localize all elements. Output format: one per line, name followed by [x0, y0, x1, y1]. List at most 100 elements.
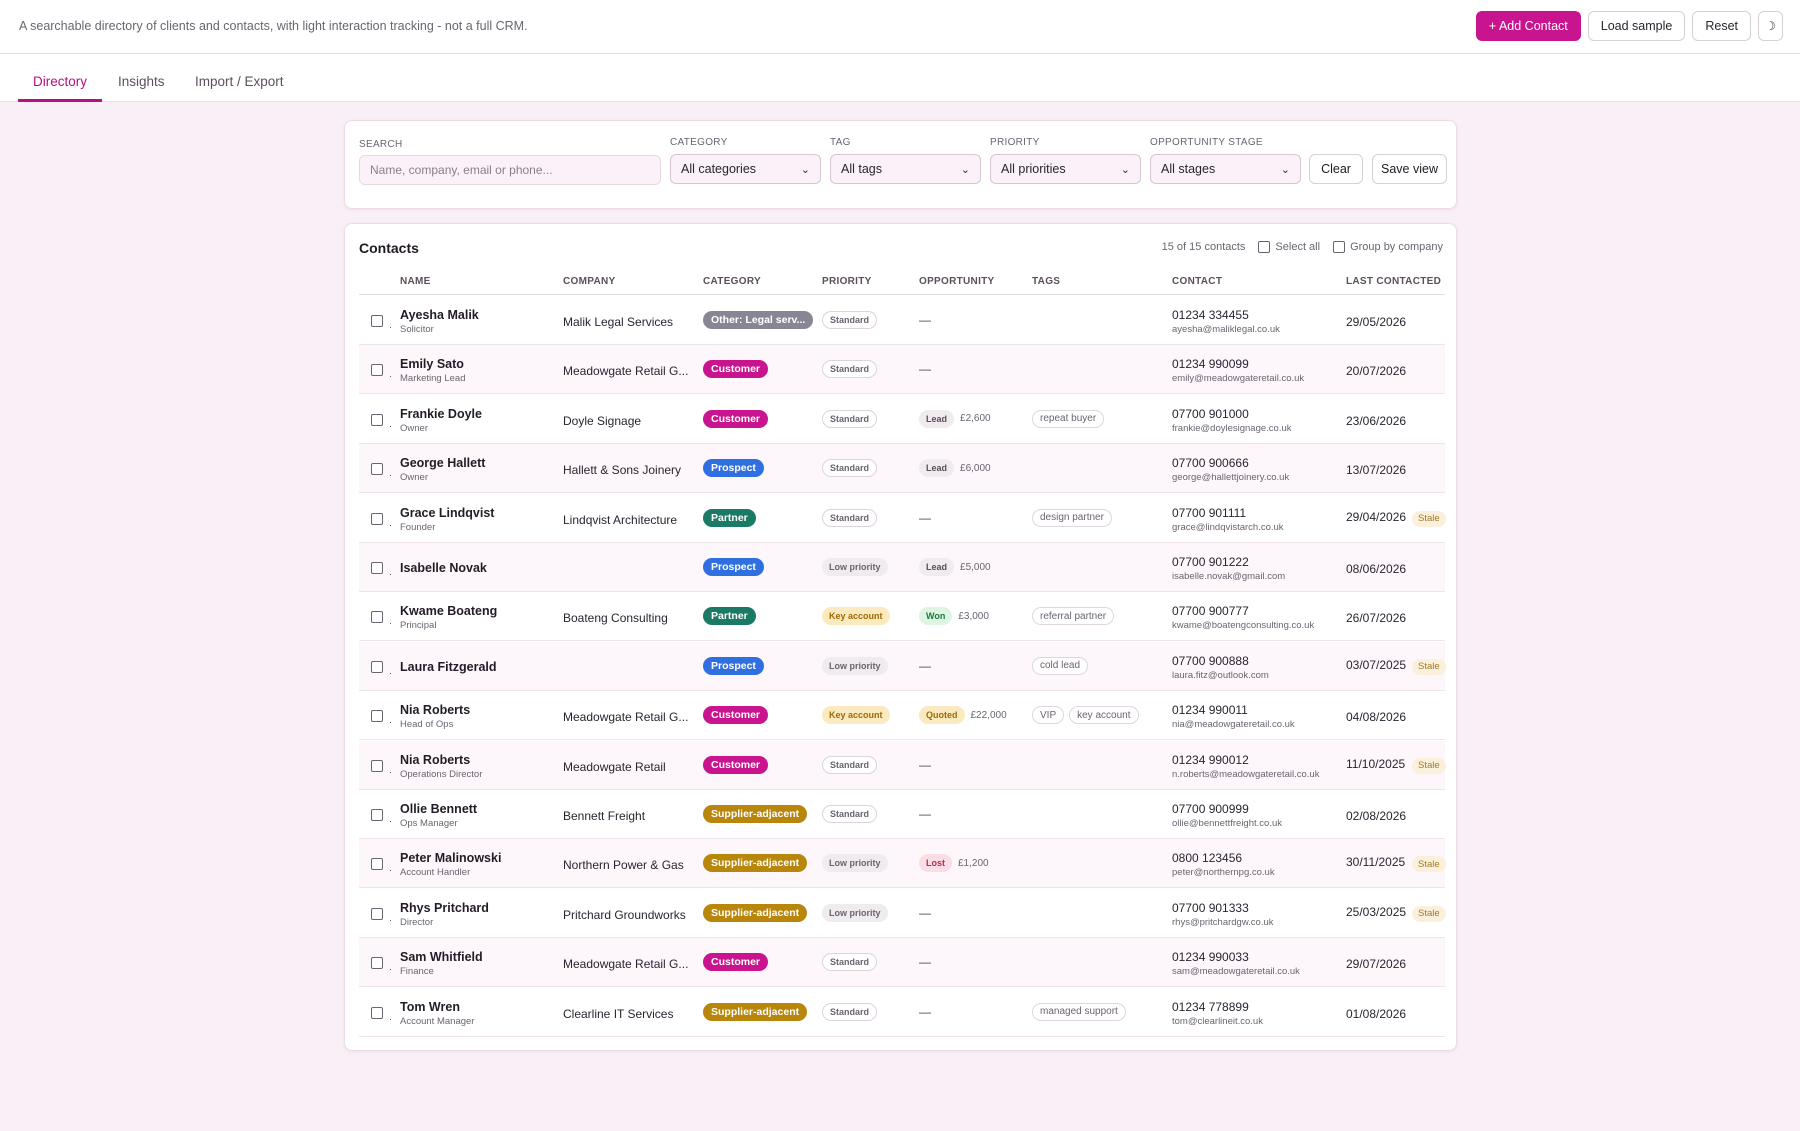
tag-select[interactable]: All tags ⌄: [830, 154, 981, 184]
row-menu-dot[interactable]: ·: [389, 1013, 392, 1024]
contact-name[interactable]: Nia Roberts: [400, 752, 471, 767]
contact-name[interactable]: Ayesha Malik: [400, 308, 479, 322]
column-header-category[interactable]: Category: [703, 276, 761, 287]
contact-phone[interactable]: 01234 334455: [1172, 308, 1249, 322]
contact-name[interactable]: Tom Wren: [400, 999, 460, 1014]
contact-email[interactable]: sam@meadowgateretail.co.uk: [1172, 966, 1300, 978]
table-row[interactable]: · Ayesha Malik Solicitor Malik Legal Servic…: [359, 296, 1445, 345]
row-select-checkbox[interactable]: [371, 512, 383, 525]
table-row[interactable]: · Tom Wren Account Manager Clearline IT Ser…: [359, 988, 1445, 1037]
select-all-toggle[interactable]: Select all: [1258, 241, 1320, 253]
priority-select[interactable]: All priorities ⌄: [990, 154, 1141, 184]
table-row[interactable]: · Nia Roberts Operations Director Meadowgat…: [359, 740, 1446, 790]
column-header-tags[interactable]: Tags: [1032, 276, 1061, 287]
contact-name[interactable]: Kwame Boateng: [400, 604, 498, 619]
tag-chip[interactable]: referral partner: [1032, 607, 1115, 626]
contact-phone[interactable]: 07700 901333: [1172, 900, 1249, 915]
row-select-checkbox[interactable]: [371, 957, 383, 970]
row-select-checkbox[interactable]: [371, 562, 383, 574]
contact-phone[interactable]: 07700 900666: [1172, 456, 1249, 471]
load-sample-button[interactable]: Load sample: [1587, 11, 1686, 41]
table-row[interactable]: · George Hallett Owner Hallett & Sons Joine…: [359, 444, 1445, 494]
column-header-company[interactable]: Company: [563, 276, 616, 287]
row-select-checkbox[interactable]: [371, 710, 383, 723]
row-menu-dot[interactable]: ·: [389, 322, 392, 332]
table-row[interactable]: · Ollie Bennett Ops Manager Bennett Freight…: [359, 790, 1445, 839]
table-row[interactable]: · Nia Roberts Head of Ops Meadowgate Retail…: [359, 691, 1445, 741]
contact-name[interactable]: Ollie Bennett: [400, 802, 478, 816]
row-menu-dot[interactable]: ·: [389, 420, 392, 431]
column-header-priority[interactable]: Priority: [822, 276, 872, 287]
table-row[interactable]: · Frankie Doyle Owner Doyle Signage Customer…: [359, 395, 1445, 444]
contact-phone[interactable]: 0800 123456: [1172, 851, 1243, 866]
tab-insights[interactable]: Insights: [118, 74, 165, 89]
contact-phone[interactable]: 07700 900777: [1172, 604, 1249, 619]
table-row[interactable]: · Sam Whitfield Finance Meadowgate Retail G…: [359, 938, 1445, 988]
contact-email[interactable]: peter@northernpg.co.uk: [1172, 867, 1275, 879]
row-select-checkbox[interactable]: [371, 1006, 383, 1019]
row-select-checkbox[interactable]: [371, 858, 383, 871]
row-menu-dot[interactable]: ·: [389, 569, 392, 579]
reset-button[interactable]: Reset: [1692, 11, 1751, 41]
save-view-button[interactable]: Save view: [1372, 154, 1447, 184]
row-select-checkbox[interactable]: [371, 413, 383, 426]
column-header-name[interactable]: Name: [400, 276, 431, 287]
contact-name[interactable]: Laura Fitzgerald: [400, 659, 497, 674]
contact-email[interactable]: tom@clearlineit.co.uk: [1172, 1015, 1263, 1027]
contact-phone[interactable]: 01234 990099: [1172, 357, 1249, 372]
row-menu-dot[interactable]: ·: [389, 865, 392, 876]
contact-phone[interactable]: 07700 901222: [1172, 555, 1249, 569]
contact-email[interactable]: emily@meadowgateretail.co.uk: [1172, 373, 1305, 385]
row-select-checkbox[interactable]: [371, 463, 383, 476]
table-row[interactable]: · Rhys Pritchard Director Pritchard Groundw…: [359, 889, 1446, 938]
add-contact-button[interactable]: + Add Contact: [1475, 11, 1581, 41]
row-menu-dot[interactable]: ·: [389, 519, 392, 530]
row-menu-dot[interactable]: ·: [389, 667, 392, 678]
contact-name[interactable]: Sam Whitfield: [400, 950, 483, 965]
contact-email[interactable]: n.roberts@meadowgateretail.co.uk: [1172, 768, 1320, 780]
contact-email[interactable]: ayesha@maliklegal.co.uk: [1172, 324, 1280, 335]
contact-phone[interactable]: 01234 778899: [1172, 999, 1249, 1014]
contact-name[interactable]: Peter Malinowski: [400, 851, 502, 866]
table-row[interactable]: · Laura Fitzgerald Prospect Low priority — co…: [359, 641, 1446, 691]
row-menu-dot[interactable]: ·: [389, 816, 392, 826]
row-select-checkbox[interactable]: [371, 809, 383, 821]
row-menu-dot[interactable]: ·: [389, 717, 392, 728]
contact-name[interactable]: Isabelle Novak: [400, 561, 487, 575]
column-header-opportunity[interactable]: Opportunity: [919, 276, 995, 287]
contact-email[interactable]: rhys@pritchardgw.co.uk: [1172, 916, 1274, 928]
row-menu-dot[interactable]: ·: [389, 766, 392, 777]
contact-name[interactable]: Nia Roberts: [400, 703, 471, 718]
contact-name[interactable]: Emily Sato: [400, 357, 464, 372]
clear-filters-button[interactable]: Clear: [1309, 154, 1363, 184]
contact-name[interactable]: Frankie Doyle: [400, 406, 482, 421]
contact-email[interactable]: isabelle.novak@gmail.com: [1172, 571, 1286, 582]
contact-email[interactable]: ollie@bennettfreight.co.uk: [1172, 818, 1282, 829]
contact-email[interactable]: grace@lindqvistarch.co.uk: [1172, 521, 1284, 533]
select-all-checkbox[interactable]: [1258, 241, 1271, 253]
table-row[interactable]: · Emily Sato Marketing Lead Meadowgate Reta…: [359, 345, 1445, 395]
row-select-checkbox[interactable]: [371, 315, 383, 327]
column-header-contact[interactable]: Contact: [1172, 276, 1223, 287]
contact-email[interactable]: laura.fitz@outlook.com: [1172, 669, 1269, 681]
contact-phone[interactable]: 01234 990033: [1172, 950, 1249, 965]
tag-chip[interactable]: design partner: [1032, 508, 1112, 527]
row-menu-dot[interactable]: ·: [389, 914, 392, 925]
contact-phone[interactable]: 07700 900999: [1172, 802, 1249, 816]
tab-directory[interactable]: Directory: [18, 54, 103, 102]
column-header-last-contacted[interactable]: Last contacted: [1346, 276, 1442, 287]
row-menu-dot[interactable]: ·: [389, 371, 392, 382]
row-select-checkbox[interactable]: [371, 759, 383, 772]
row-menu-dot[interactable]: ·: [389, 470, 392, 481]
stage-select[interactable]: All stages ⌄: [1150, 154, 1301, 184]
row-menu-dot[interactable]: ·: [389, 618, 392, 629]
row-select-checkbox[interactable]: [371, 660, 383, 673]
contact-phone[interactable]: 07700 901000: [1172, 406, 1249, 421]
tab-import-export[interactable]: Import / Export: [195, 74, 284, 89]
group-by-company-checkbox[interactable]: [1333, 241, 1346, 253]
tag-chip[interactable]: managed support: [1032, 1002, 1126, 1021]
table-row[interactable]: · Grace Lindqvist Founder Lindqvist Archite…: [359, 494, 1446, 543]
table-row[interactable]: · Peter Malinowski Account Handler Northern…: [359, 839, 1446, 889]
search-input[interactable]: [359, 155, 661, 185]
contact-email[interactable]: frankie@doylesignage.co.uk: [1172, 422, 1292, 434]
